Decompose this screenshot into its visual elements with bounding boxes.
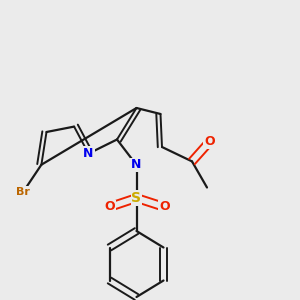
- Text: O: O: [204, 135, 215, 148]
- Text: Br: Br: [16, 187, 30, 197]
- Text: O: O: [159, 200, 170, 214]
- Text: N: N: [83, 147, 94, 160]
- Text: O: O: [104, 200, 115, 214]
- Text: S: S: [131, 191, 142, 205]
- Text: N: N: [131, 158, 142, 172]
